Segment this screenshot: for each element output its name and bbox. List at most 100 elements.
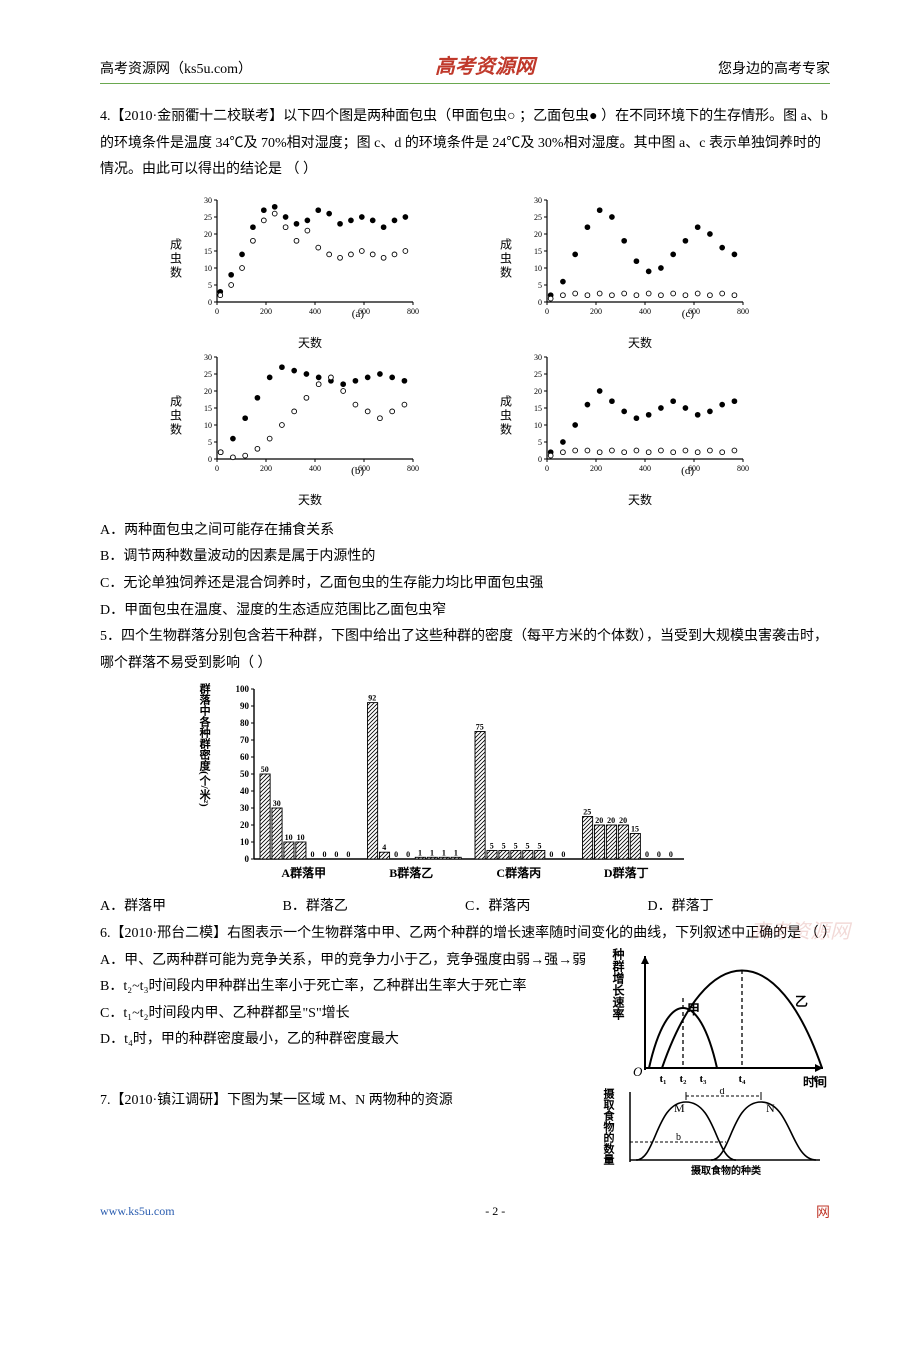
svg-text:5: 5 <box>538 281 542 290</box>
svg-text:t₃: t₃ <box>700 1073 708 1085</box>
q7-text: 7.【2010·镇江调研】下图为某一区域 M、N 两物种的资源 <box>100 1088 590 1115</box>
svg-text:50: 50 <box>261 765 269 774</box>
q6-option-b: B．t₂~t₃时间段内甲种群出生率小于死亡率，乙种群出生率大于死亡率 <box>100 974 600 1001</box>
svg-text:t₄: t₄ <box>739 1073 747 1085</box>
svg-text:摄取食物的种类: 摄取食物的种类 <box>691 1164 761 1177</box>
svg-text:0: 0 <box>346 850 350 859</box>
svg-text:10: 10 <box>204 421 212 430</box>
q5-option-b: B．群落乙 <box>283 894 466 921</box>
svg-text:25: 25 <box>583 808 591 817</box>
svg-text:10: 10 <box>240 837 250 847</box>
svg-text:0: 0 <box>538 298 542 307</box>
svg-text:D群落丁: D群落丁 <box>604 865 649 880</box>
svg-text:5: 5 <box>502 842 506 851</box>
svg-text:20: 20 <box>534 387 542 396</box>
svg-text:200: 200 <box>590 307 602 316</box>
chart-c-xlabel: 天数 <box>628 334 652 351</box>
svg-text:30: 30 <box>534 353 542 362</box>
svg-text:0: 0 <box>549 850 553 859</box>
chart-a-xlabel: 天数 <box>298 334 322 351</box>
svg-text:15: 15 <box>534 404 542 413</box>
watermark: 高考资源网 <box>750 915 850 944</box>
svg-text:10: 10 <box>285 833 293 842</box>
svg-text:25: 25 <box>534 213 542 222</box>
svg-text:25: 25 <box>204 370 212 379</box>
svg-text:O: O <box>633 1064 643 1079</box>
q4-options: A．两种面包虫之间可能存在捕食关系 B．调节两种数量波动的因素是属于内源性的 C… <box>100 518 830 624</box>
svg-text:30: 30 <box>204 353 212 362</box>
q6-ylabel: 种群增长速率 <box>610 948 627 1088</box>
svg-text:15: 15 <box>631 825 639 834</box>
svg-text:0: 0 <box>545 464 549 473</box>
chart-c-tag: (c) <box>682 308 694 320</box>
svg-text:800: 800 <box>737 464 749 473</box>
chart-b: 成虫数 0510152025300200400600800 (b) 天数 <box>160 351 460 508</box>
svg-text:5: 5 <box>208 438 212 447</box>
svg-text:200: 200 <box>260 464 272 473</box>
footer-brand: 网 <box>816 1202 830 1222</box>
header-right: 您身边的高考专家 <box>718 58 830 78</box>
q6-option-a: A．甲、乙两种群可能为竞争关系，甲的竞争力小于乙，竞争强度由弱→强→弱 <box>100 948 600 975</box>
svg-text:0: 0 <box>538 455 542 464</box>
svg-text:0: 0 <box>669 850 673 859</box>
svg-text:800: 800 <box>737 307 749 316</box>
svg-text:15: 15 <box>204 247 212 256</box>
svg-text:20: 20 <box>534 230 542 239</box>
svg-text:0: 0 <box>311 850 315 859</box>
svg-text:t₁: t₁ <box>660 1073 667 1085</box>
svg-text:5: 5 <box>538 438 542 447</box>
svg-text:70: 70 <box>240 735 250 745</box>
svg-text:15: 15 <box>534 247 542 256</box>
svg-text:30: 30 <box>204 196 212 205</box>
svg-text:200: 200 <box>260 307 272 316</box>
chart-d-ylabel: 成虫数 <box>498 395 515 437</box>
q7-ylabel: 摄取食物的数量 <box>600 1088 616 1178</box>
chart-c: 成虫数 0510152025300200400600800 (c) 天数 <box>490 194 790 351</box>
q7-figure: 摄取食物的数量 dbMN摄取食物的种类 <box>600 1088 830 1178</box>
header-center: 高考资源网 <box>435 50 535 79</box>
svg-text:30: 30 <box>534 196 542 205</box>
svg-text:100: 100 <box>236 684 250 694</box>
svg-text:0: 0 <box>406 850 410 859</box>
svg-text:25: 25 <box>534 370 542 379</box>
svg-text:10: 10 <box>204 264 212 273</box>
question-6: 6.【2010·邢台二模】右图表示一个生物群落中甲、乙两个种群的增长速率随时间变… <box>100 921 830 948</box>
svg-text:0: 0 <box>245 854 250 864</box>
chart-b-xlabel: 天数 <box>298 491 322 508</box>
svg-text:0: 0 <box>657 850 661 859</box>
svg-text:0: 0 <box>561 850 565 859</box>
svg-text:N: N <box>766 1101 775 1115</box>
q4-option-c: C．无论单独饲养还是混合饲养时，乙面包虫的生存能力均比甲面包虫强 <box>100 571 830 598</box>
q5-chart: 群落中各种群密度(个/米²) 0102030405060708090100503… <box>230 683 830 888</box>
svg-text:1: 1 <box>442 849 446 858</box>
header-left: 高考资源网（ks5u.com） <box>100 58 252 78</box>
svg-text:1: 1 <box>454 849 458 858</box>
svg-text:C群落丙: C群落丙 <box>496 865 541 880</box>
q6-option-d: D．t₄时，甲的种群密度最小，乙的种群密度最大 <box>100 1027 600 1054</box>
page-header: 高考资源网（ks5u.com） 高考资源网 您身边的高考专家 <box>100 50 830 84</box>
q4-text: 4.【2010·金丽衢十二校联考】以下四个图是两种面包虫（甲面包虫○ ；乙面包虫… <box>100 104 830 184</box>
q6-figure: 种群增长速率 甲乙Ot₁t₂t₃t₄t₅时间 <box>610 948 830 1088</box>
svg-text:800: 800 <box>407 307 419 316</box>
chart-c-ylabel: 成虫数 <box>498 238 515 280</box>
svg-text:20: 20 <box>204 387 212 396</box>
svg-text:200: 200 <box>590 464 602 473</box>
q4-option-a: A．两种面包虫之间可能存在捕食关系 <box>100 518 830 545</box>
svg-text:25: 25 <box>204 213 212 222</box>
svg-text:20: 20 <box>619 816 627 825</box>
svg-text:甲: 甲 <box>687 1002 700 1017</box>
svg-text:10: 10 <box>534 264 542 273</box>
svg-text:0: 0 <box>545 307 549 316</box>
svg-text:1: 1 <box>418 849 422 858</box>
svg-text:0: 0 <box>645 850 649 859</box>
svg-text:20: 20 <box>204 230 212 239</box>
question-4: 4.【2010·金丽衢十二校联考】以下四个图是两种面包虫（甲面包虫○ ；乙面包虫… <box>100 104 830 184</box>
chart-d-xlabel: 天数 <box>628 491 652 508</box>
question-5: 5．四个生物群落分别包含若干种群，下图中给出了这些种群的密度（每平方米的个体数）… <box>100 624 830 677</box>
q4-option-d: D．甲面包虫在温度、湿度的生态适应范围比乙面包虫窄 <box>100 598 830 625</box>
svg-text:50: 50 <box>240 769 250 779</box>
chart-a: 成虫数 0510152025300200400600800 (a) 天数 <box>160 194 460 351</box>
svg-text:75: 75 <box>476 723 484 732</box>
question-7: 7.【2010·镇江调研】下图为某一区域 M、N 两物种的资源 <box>100 1088 590 1115</box>
svg-text:t₂: t₂ <box>680 1073 688 1085</box>
